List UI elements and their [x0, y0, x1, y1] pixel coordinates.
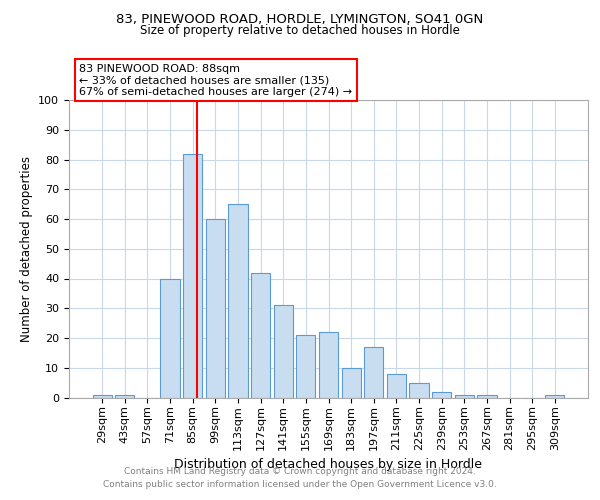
Bar — [341, 368, 361, 398]
Bar — [364, 347, 383, 398]
Bar — [251, 272, 270, 398]
Text: 83 PINEWOOD ROAD: 88sqm
← 33% of detached houses are smaller (135)
67% of semi-d: 83 PINEWOOD ROAD: 88sqm ← 33% of detache… — [79, 64, 353, 97]
Bar — [92, 394, 112, 398]
Bar — [387, 374, 406, 398]
Bar — [206, 219, 225, 398]
Bar — [115, 394, 134, 398]
Text: Contains HM Land Registry data © Crown copyright and database right 2024.: Contains HM Land Registry data © Crown c… — [124, 467, 476, 476]
Bar — [229, 204, 248, 398]
Text: Contains public sector information licensed under the Open Government Licence v3: Contains public sector information licen… — [103, 480, 497, 489]
Bar — [409, 382, 428, 398]
Bar — [432, 392, 451, 398]
Bar — [477, 394, 497, 398]
Bar — [183, 154, 202, 398]
Y-axis label: Number of detached properties: Number of detached properties — [20, 156, 33, 342]
X-axis label: Distribution of detached houses by size in Hordle: Distribution of detached houses by size … — [175, 458, 482, 471]
Bar — [319, 332, 338, 398]
Bar — [455, 394, 474, 398]
Text: Size of property relative to detached houses in Hordle: Size of property relative to detached ho… — [140, 24, 460, 37]
Bar — [545, 394, 565, 398]
Text: 83, PINEWOOD ROAD, HORDLE, LYMINGTON, SO41 0GN: 83, PINEWOOD ROAD, HORDLE, LYMINGTON, SO… — [116, 12, 484, 26]
Bar — [160, 278, 180, 398]
Bar — [296, 335, 316, 398]
Bar — [274, 306, 293, 398]
